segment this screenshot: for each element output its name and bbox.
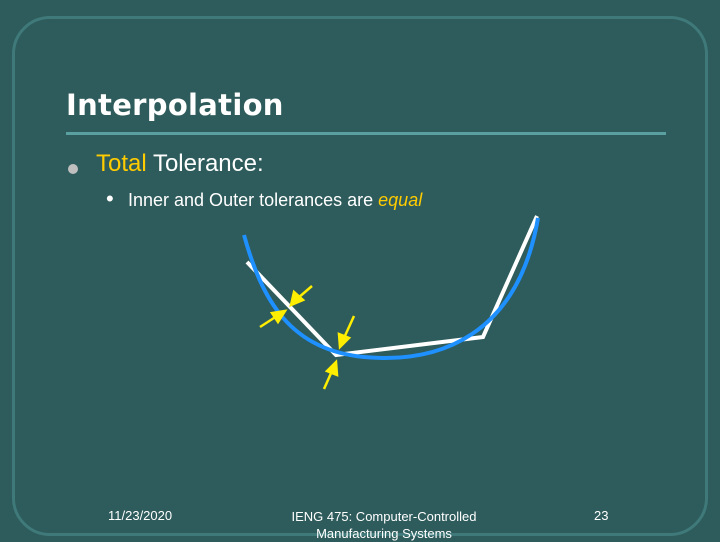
tolerance-arrows <box>259 285 356 390</box>
slide-frame <box>12 16 708 536</box>
footer-course: IENG 475: Computer-Controlled Manufactur… <box>291 509 477 541</box>
slide-title: Interpolation <box>66 88 284 122</box>
bullet-dot-level2: • <box>106 186 114 211</box>
bullet-level2: Inner and Outer tolerances are equal <box>128 190 422 211</box>
target-curve <box>242 217 540 360</box>
bullet-level2-accent: equal <box>378 190 423 210</box>
bullet-level1-accent: Total <box>96 150 147 177</box>
bullet-level1: Total Tolerance: <box>96 150 264 178</box>
footer-page-number: 23 <box>594 508 609 523</box>
footer-date: 11/23/2020 <box>108 508 173 523</box>
interpolation-polyline <box>245 215 539 358</box>
title-underline <box>66 132 666 135</box>
bullet-level2-text: Inner and Outer tolerances are <box>128 190 379 210</box>
inner-arrow-bottom <box>342 315 356 339</box>
bullet-level1-text: Tolerance: <box>146 150 264 177</box>
bullet-dot-level1 <box>68 164 78 174</box>
outer-arrow-bottom <box>322 370 334 390</box>
